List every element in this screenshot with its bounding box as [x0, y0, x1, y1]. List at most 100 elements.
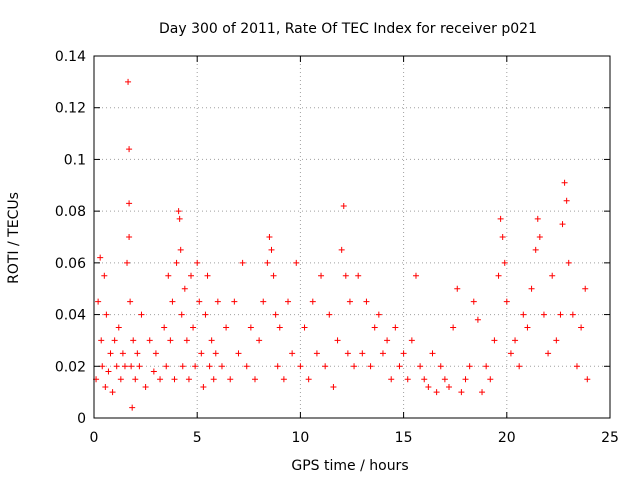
- data-point: [499, 234, 506, 240]
- data-point: [231, 298, 238, 305]
- data-point: [322, 363, 329, 370]
- data-point: [210, 376, 217, 383]
- data-point: [126, 146, 133, 153]
- data-point: [95, 298, 102, 305]
- data-point: [107, 350, 114, 357]
- data-point: [301, 324, 308, 331]
- data-point: [128, 363, 135, 370]
- data-point: [289, 350, 296, 357]
- y-tick-label: 0.02: [55, 359, 86, 375]
- data-point: [388, 376, 395, 383]
- data-point: [454, 285, 461, 292]
- data-point: [115, 324, 122, 331]
- data-point: [98, 337, 105, 344]
- data-point: [441, 376, 448, 383]
- data-point: [202, 311, 209, 318]
- x-tick-label: 25: [601, 430, 619, 446]
- data-point: [176, 215, 183, 222]
- data-point: [268, 246, 275, 253]
- y-tick-label: 0.14: [55, 49, 86, 65]
- data-point: [433, 389, 440, 396]
- data-point: [161, 324, 168, 331]
- data-point: [532, 246, 539, 253]
- data-point: [342, 272, 349, 279]
- x-tick-label: 10: [291, 430, 309, 446]
- data-point: [318, 272, 325, 279]
- data-point: [152, 350, 159, 357]
- data-point: [126, 234, 133, 240]
- data-point: [495, 272, 502, 279]
- data-point: [124, 259, 131, 266]
- data-point: [99, 363, 106, 370]
- data-point: [557, 311, 564, 318]
- data-point: [408, 337, 415, 344]
- data-point: [524, 324, 531, 331]
- data-point: [150, 368, 157, 375]
- data-point: [446, 383, 453, 390]
- data-point: [346, 298, 353, 305]
- data-point: [501, 259, 508, 266]
- data-point: [127, 298, 134, 305]
- data-point: [355, 272, 362, 279]
- data-point: [404, 376, 411, 383]
- data-point: [270, 272, 277, 279]
- data-point: [367, 363, 374, 370]
- data-point: [534, 215, 541, 222]
- data-point: [429, 350, 436, 357]
- data-point: [165, 272, 172, 279]
- data-point: [569, 311, 576, 318]
- data-point: [235, 350, 242, 357]
- data-point: [276, 324, 283, 331]
- data-point: [487, 376, 494, 383]
- data-point: [417, 363, 424, 370]
- data-point: [536, 234, 543, 240]
- data-point: [185, 376, 192, 383]
- data-point: [190, 324, 197, 331]
- data-point: [183, 337, 190, 344]
- y-tick-label: 0.12: [55, 101, 86, 117]
- data-point: [103, 311, 110, 318]
- data-point: [142, 383, 149, 390]
- y-tick-label: 0.06: [55, 256, 86, 272]
- data-point: [212, 350, 219, 357]
- data-point: [227, 376, 234, 383]
- data-point: [167, 337, 174, 344]
- data-point: [584, 376, 591, 383]
- plot-frame: [93, 55, 611, 419]
- data-point: [437, 363, 444, 370]
- data-point: [450, 324, 457, 331]
- data-point: [181, 285, 188, 292]
- data-point: [198, 350, 205, 357]
- data-point: [173, 259, 180, 266]
- data-point: [371, 324, 378, 331]
- data-point: [214, 298, 221, 305]
- data-point: [264, 259, 271, 266]
- data-point: [578, 324, 585, 331]
- data-point: [239, 259, 246, 266]
- data-point: [194, 259, 201, 266]
- data-point: [479, 389, 486, 396]
- data-point: [126, 200, 133, 207]
- x-axis-label: GPS time / hours: [291, 458, 408, 474]
- data-point: [175, 208, 182, 215]
- data-point: [113, 363, 120, 370]
- data-point: [117, 376, 124, 383]
- data-point: [121, 363, 128, 370]
- data-point: [272, 311, 279, 318]
- y-tick-label: 0.1: [64, 152, 86, 168]
- data-point: [553, 337, 560, 344]
- data-point: [305, 376, 312, 383]
- data-point: [266, 234, 273, 240]
- data-point: [247, 324, 254, 331]
- data-point: [196, 298, 203, 305]
- data-point: [466, 363, 473, 370]
- x-tick-label: 15: [395, 430, 413, 446]
- data-point: [582, 285, 589, 292]
- data-point: [138, 311, 145, 318]
- data-point: [169, 298, 176, 305]
- data-point: [363, 298, 370, 305]
- data-point: [200, 383, 207, 390]
- data-point: [507, 350, 514, 357]
- grid-lines: [94, 56, 610, 418]
- data-points: [93, 78, 591, 411]
